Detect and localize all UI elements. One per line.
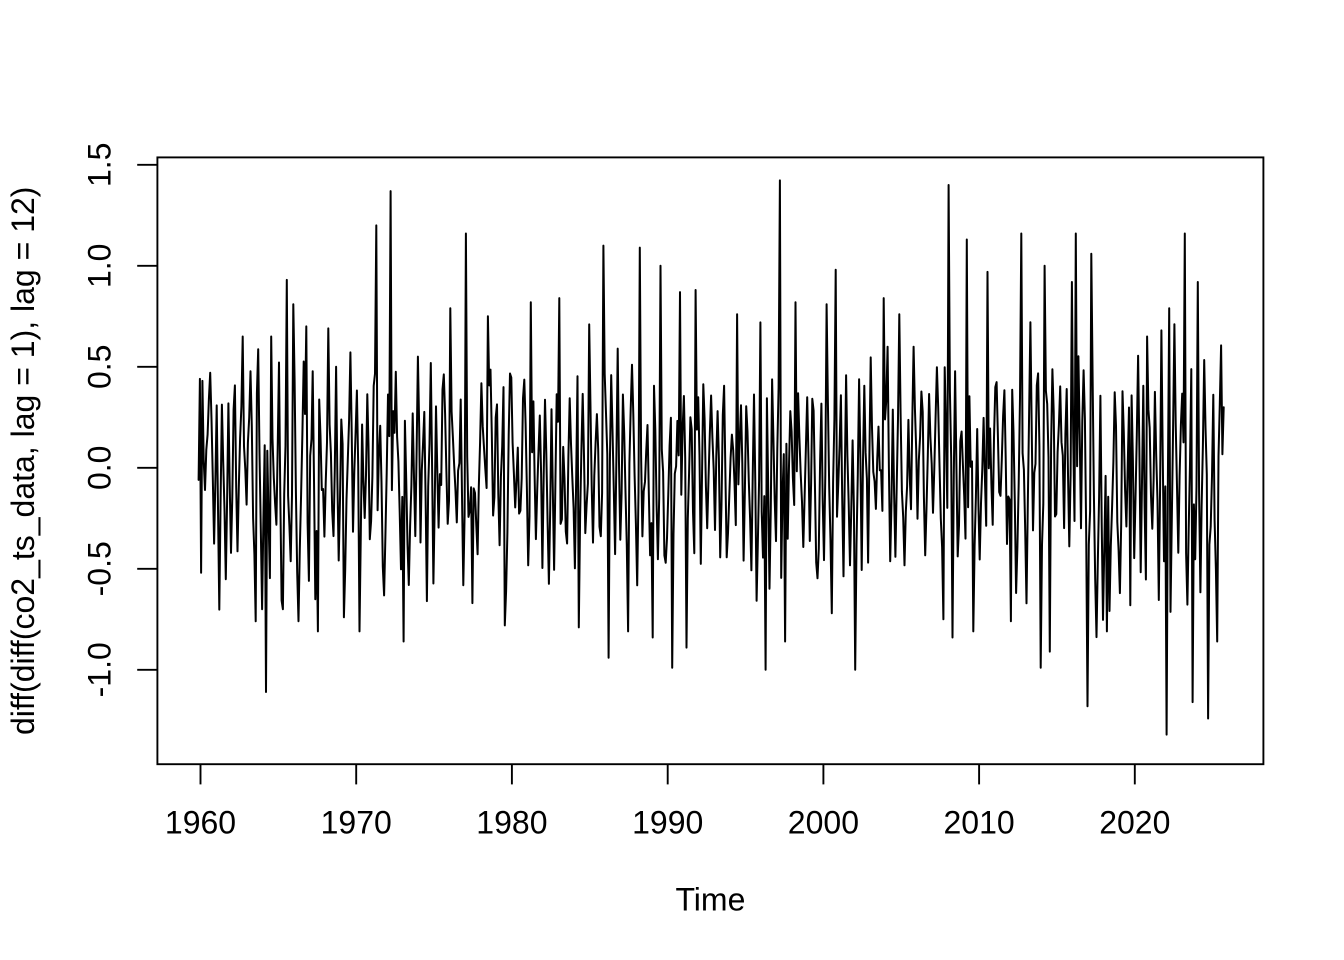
svg-text:1960: 1960 xyxy=(165,805,236,841)
svg-text:1990: 1990 xyxy=(632,805,703,841)
svg-text:2020: 2020 xyxy=(1099,805,1170,841)
svg-text:1.0: 1.0 xyxy=(81,244,117,288)
svg-text:1.5: 1.5 xyxy=(81,143,117,187)
svg-text:diff(diff(co2_ts_data, lag = 1: diff(diff(co2_ts_data, lag = 1), lag = 1… xyxy=(5,187,41,736)
svg-text:-0.5: -0.5 xyxy=(81,541,117,596)
svg-text:-1.0: -1.0 xyxy=(81,642,117,697)
svg-text:Time: Time xyxy=(675,882,745,918)
svg-text:1970: 1970 xyxy=(321,805,392,841)
svg-text:0.5: 0.5 xyxy=(81,345,117,389)
svg-text:2000: 2000 xyxy=(788,805,859,841)
svg-text:2010: 2010 xyxy=(944,805,1015,841)
svg-text:1980: 1980 xyxy=(476,805,547,841)
svg-text:0.0: 0.0 xyxy=(81,446,117,490)
